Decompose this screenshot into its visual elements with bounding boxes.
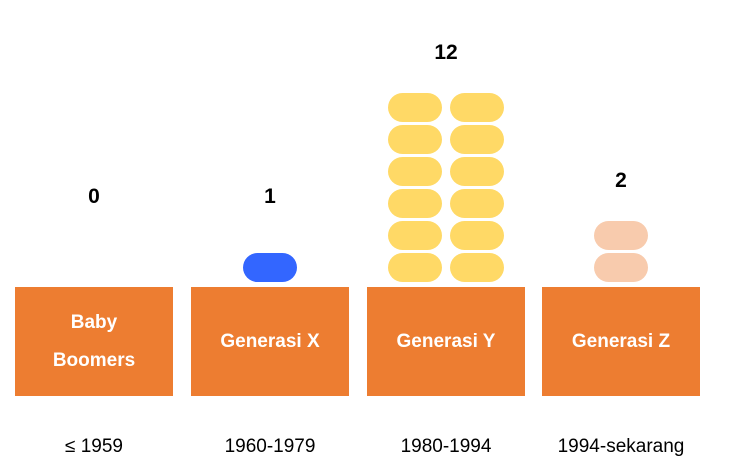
value-label: 0 <box>88 185 100 208</box>
unit-icon <box>388 189 442 218</box>
category-label: Generasi Z <box>571 330 671 352</box>
unit-icon <box>388 157 442 186</box>
period-label: ≤ 1959 <box>65 436 123 457</box>
period-label: 1980-1994 <box>400 436 492 457</box>
unit-icon <box>450 189 504 218</box>
category-label: Generasi X <box>220 330 320 352</box>
unit-icon <box>450 157 504 186</box>
value-label: 12 <box>434 41 458 64</box>
category-box <box>542 287 700 396</box>
category-box <box>15 287 173 396</box>
unit-icon <box>594 221 648 250</box>
category-box <box>367 287 525 396</box>
unit-icon <box>450 221 504 250</box>
unit-icon <box>450 253 504 282</box>
period-label: 1960-1979 <box>224 436 316 457</box>
category-label: Baby Boomers <box>52 311 136 371</box>
unit-icon <box>388 125 442 154</box>
unit-icon <box>388 221 442 250</box>
category-box <box>191 287 349 396</box>
value-label: 2 <box>615 169 627 192</box>
period-label: 1994-sekarang <box>557 436 685 457</box>
unit-icon <box>388 253 442 282</box>
category-label: Generasi Y <box>396 330 496 352</box>
unit-icon <box>450 125 504 154</box>
value-label: 1 <box>264 185 276 208</box>
unit-icon <box>388 93 442 122</box>
unit-icon <box>243 253 297 282</box>
unit-icon <box>450 93 504 122</box>
unit-icon <box>594 253 648 282</box>
